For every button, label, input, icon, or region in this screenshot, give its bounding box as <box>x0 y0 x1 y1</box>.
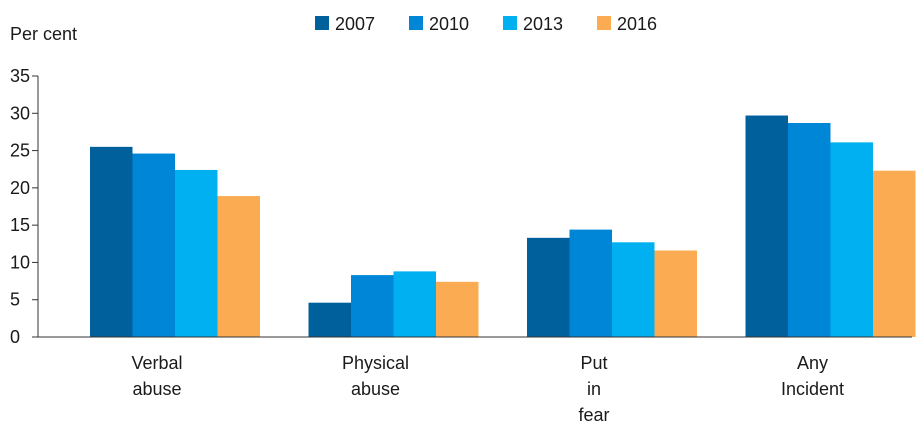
y-tick-label: 5 <box>10 290 20 310</box>
bar-2016-0 <box>217 196 260 337</box>
y-tick-label: 0 <box>10 327 20 347</box>
legend-swatch-2007 <box>315 16 329 30</box>
y-tick-label: 25 <box>10 141 30 161</box>
bar-2016-2 <box>654 250 697 337</box>
bar-2010-2 <box>569 229 612 337</box>
bar-2010-0 <box>132 153 175 337</box>
y-axis-label: Per cent <box>10 24 77 44</box>
bar-2013-1 <box>393 271 436 337</box>
y-axis-ticks: 0 5 10 15 20 25 30 35 <box>10 66 38 347</box>
bar-2010-3 <box>788 122 831 337</box>
x-tick-label: abuse <box>132 379 181 399</box>
y-tick-label: 20 <box>10 178 30 198</box>
x-tick-label: Any <box>797 353 828 373</box>
bar-2013-2 <box>612 242 655 337</box>
x-tick-label: in <box>587 379 601 399</box>
y-tick-label: 30 <box>10 103 30 123</box>
x-tick-label: Put <box>580 353 607 373</box>
legend: 2007 2010 2013 2016 <box>315 14 657 34</box>
bar-2007-1 <box>308 302 351 337</box>
x-tick-label: Physical <box>342 353 409 373</box>
bar-2007-0 <box>90 146 133 337</box>
legend-swatch-2016 <box>597 16 611 30</box>
y-tick-label: 10 <box>10 252 30 272</box>
y-tick-label: 35 <box>10 66 30 86</box>
legend-label-2013: 2013 <box>523 14 563 34</box>
x-tick-label: Verbal <box>131 353 182 373</box>
bar-2016-3 <box>873 170 916 337</box>
legend-label-2016: 2016 <box>617 14 657 34</box>
legend-label-2010: 2010 <box>429 14 469 34</box>
bar-2013-3 <box>830 142 873 337</box>
bar-2007-3 <box>745 115 788 337</box>
x-tick-label: fear <box>578 405 609 425</box>
x-tick-label: Incident <box>781 379 844 399</box>
bar-2007-2 <box>527 237 570 337</box>
bar-2016-1 <box>436 281 479 337</box>
legend-label-2007: 2007 <box>335 14 375 34</box>
legend-swatch-2013 <box>503 16 517 30</box>
x-tick-label: abuse <box>351 379 400 399</box>
x-axis-labels: Verbal abuse Physical abuse Put in fear Any Inci… <box>131 353 844 425</box>
bar-2010-1 <box>351 275 394 337</box>
bars <box>90 115 916 337</box>
legend-swatch-2010 <box>409 16 423 30</box>
bar-2013-0 <box>175 169 218 337</box>
y-tick-label: 15 <box>10 215 30 235</box>
